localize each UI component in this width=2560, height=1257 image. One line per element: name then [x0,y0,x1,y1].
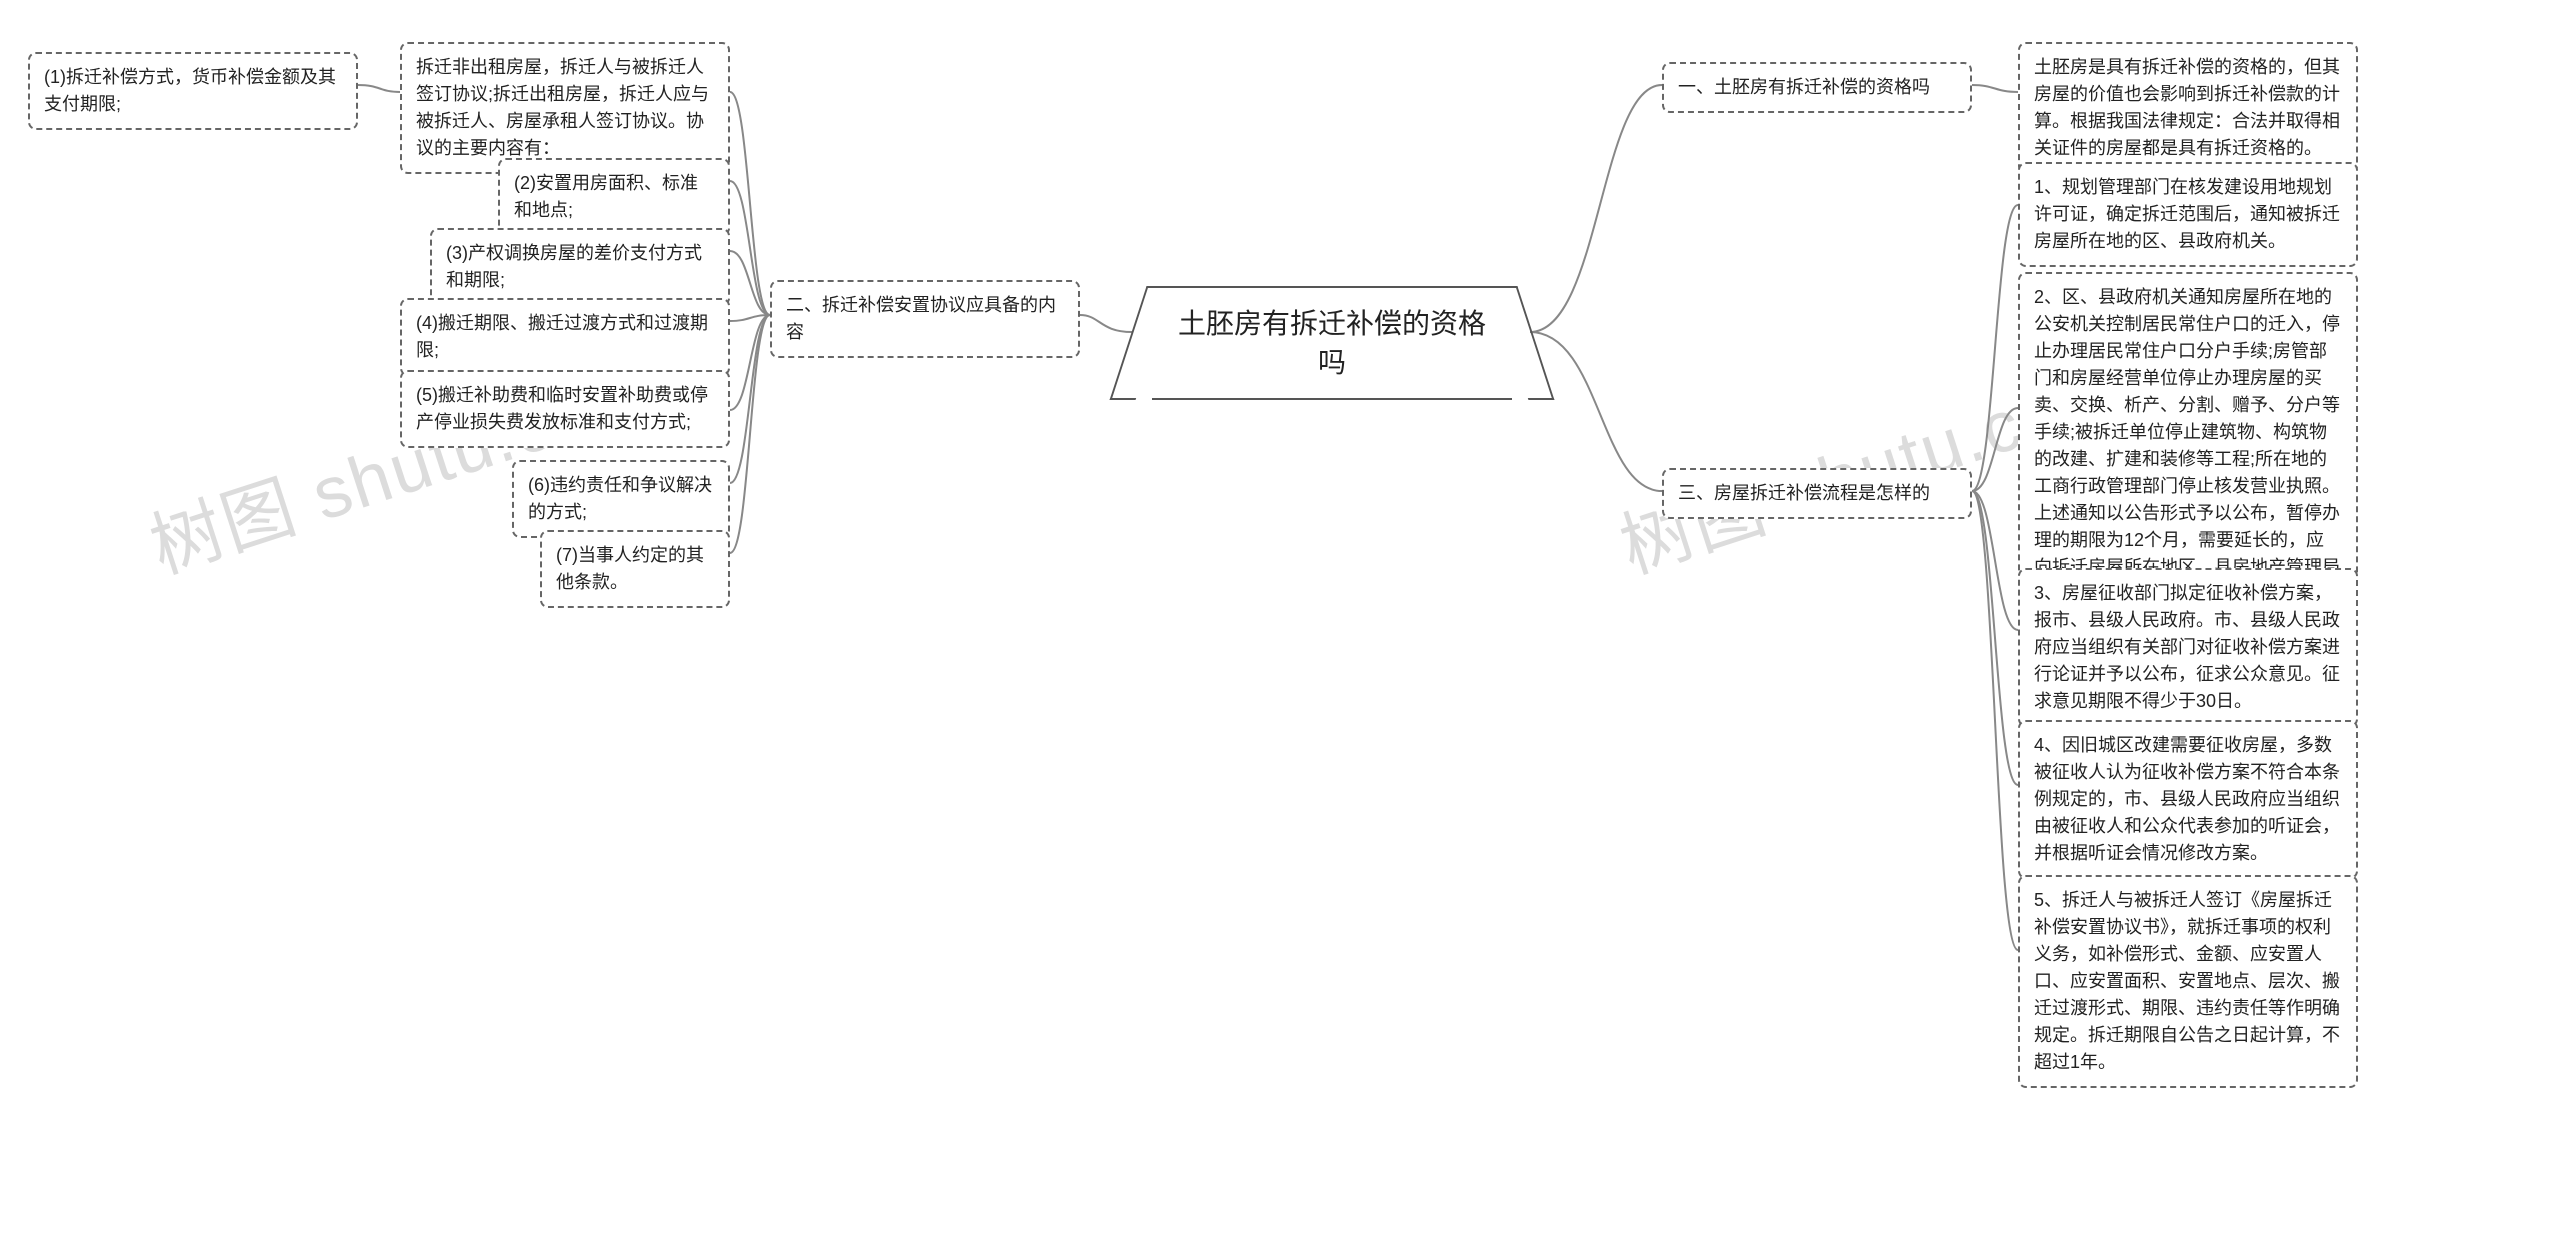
branch-l2: 二、拆迁补偿安置协议应具备的内容 [770,280,1080,358]
leaf-r3c4: 4、因旧城区改建需要征收房屋，多数被征收人认为征收补偿方案不符合本条例规定的，市… [2018,720,2358,879]
leaf-r3c5: 5、拆迁人与被拆迁人签订《房屋拆迁补偿安置协议书》，就拆迁事项的权利义务，如补偿… [2018,875,2358,1088]
leaf-l2c3: (3)产权调换房屋的差价支付方式和期限; [430,228,730,306]
root-node: 土胚房有拆迁补偿的资格吗 [1152,286,1512,400]
leaf-l2c6: (6)违约责任和争议解决的方式; [512,460,730,538]
branch-r3: 三、房屋拆迁补偿流程是怎样的 [1662,468,1972,519]
leaf-l2c0a: (1)拆迁补偿方式，货币补偿金额及其支付期限; [28,52,358,130]
leaf-r3c1: 1、规划管理部门在核发建设用地规划许可证，确定拆迁范围后，通知被拆迁房屋所在地的… [2018,162,2358,267]
leaf-l2c4: (4)搬迁期限、搬迁过渡方式和过渡期限; [400,298,730,376]
branch-r1: 一、土胚房有拆迁补偿的资格吗 [1662,62,1972,113]
leaf-r1c1: 土胚房是具有拆迁补偿的资格的，但其房屋的价值也会影响到拆迁补偿款的计算。根据我国… [2018,42,2358,174]
leaf-r3c3: 3、房屋征收部门拟定征收补偿方案，报市、县级人民政府。市、县级人民政府应当组织有… [2018,568,2358,727]
leaf-l2c7: (7)当事人约定的其他条款。 [540,530,730,608]
leaf-l2c2: (2)安置用房面积、标准和地点; [498,158,730,236]
leaf-l2c0: 拆迁非出租房屋，拆迁人与被拆迁人签订协议;拆迁出租房屋，拆迁人应与被拆迁人、房屋… [400,42,730,174]
leaf-l2c5: (5)搬迁补助费和临时安置补助费或停产停业损失费发放标准和支付方式; [400,370,730,448]
